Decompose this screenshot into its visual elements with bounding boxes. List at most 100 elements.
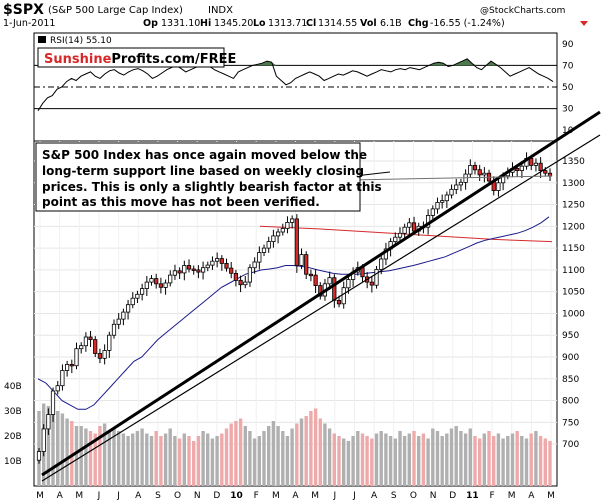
volume-bar <box>342 438 346 486</box>
volume-bar <box>478 438 482 486</box>
candle-body <box>126 304 131 313</box>
ma200-line <box>259 225 553 243</box>
low-value: 1313.71 <box>268 18 307 29</box>
volume-bar <box>163 433 168 486</box>
volume-bar <box>524 438 529 486</box>
volume-bar <box>398 431 402 486</box>
candle-body <box>149 278 154 283</box>
volume-bar <box>285 436 290 486</box>
volume-bar <box>421 433 426 486</box>
candle-body <box>454 184 459 190</box>
annotation-line-2: long-term support line based on weekly c… <box>42 164 364 178</box>
candle-body <box>154 278 159 285</box>
candle-body <box>482 172 487 176</box>
volume-bar <box>295 423 299 486</box>
candle-body <box>411 222 417 232</box>
volume-bar <box>187 436 191 486</box>
candle-body <box>458 181 464 186</box>
candle-body <box>430 208 435 216</box>
candle-body <box>468 164 473 175</box>
volume-bar <box>337 436 341 486</box>
volume-bar <box>168 428 172 486</box>
volume-bar <box>126 436 130 486</box>
candle-body <box>65 363 70 371</box>
volume-bar <box>84 428 88 486</box>
volume-bar <box>224 428 229 486</box>
volume-bar <box>360 433 365 486</box>
volume-bar <box>88 431 93 486</box>
price-tick-label: 700 <box>562 440 579 450</box>
volume-bar <box>407 433 411 486</box>
candle-body <box>135 293 140 299</box>
x-axis-label: A <box>528 491 535 501</box>
volume-bar <box>534 431 538 486</box>
x-axis-label: A <box>371 491 378 501</box>
candle-body <box>224 262 229 269</box>
candle-body <box>252 261 257 269</box>
volume-bar <box>388 436 393 486</box>
candle-body <box>285 221 290 229</box>
volume-bar <box>426 438 430 486</box>
volume-bar <box>121 433 126 486</box>
candle-body <box>304 254 309 275</box>
volume-tick-label: 20B <box>4 432 22 442</box>
annotation-pointer <box>354 171 391 177</box>
candle-body <box>130 297 135 306</box>
logo-red-text: Sunshine <box>44 52 112 67</box>
logo-black-text: Profits.com/FREE <box>111 52 236 67</box>
x-axis-label: M <box>36 491 44 501</box>
candle-body <box>121 311 126 320</box>
price-tick-label: 1050 <box>562 288 585 298</box>
candle-body <box>533 162 539 166</box>
volume-bar <box>177 438 182 486</box>
volume-bar <box>431 428 435 486</box>
price-tick-label: 850 <box>562 375 579 385</box>
candle-body <box>233 272 238 281</box>
candle-body <box>83 336 88 347</box>
candle-body <box>186 265 192 270</box>
volume-bar <box>501 438 505 486</box>
open-value: 1331.10 <box>161 18 200 29</box>
ma50-line <box>37 216 550 410</box>
volume-bar <box>248 431 252 486</box>
candle-body <box>182 265 187 274</box>
price-tick-label: 1350 <box>562 157 585 167</box>
volume-bar <box>299 418 304 486</box>
volume-bar <box>529 433 533 486</box>
volume-tick-label: 40B <box>4 382 22 392</box>
x-axis-label: D <box>213 491 220 501</box>
volume-tick-label: 30B <box>4 407 22 417</box>
candle-body <box>219 258 224 264</box>
candle-body <box>36 451 42 461</box>
candle-body <box>444 194 449 202</box>
candle-body <box>97 353 102 359</box>
annotation-line-3: prices. This is only a slightly bearish … <box>42 180 382 194</box>
volume-bar <box>384 433 388 486</box>
low-label: Lo <box>253 18 266 29</box>
x-axis-label: A <box>57 491 64 501</box>
volume-bar <box>74 426 79 486</box>
price-tick-label: 1150 <box>562 244 585 254</box>
volume-bar <box>238 418 243 486</box>
rsi-line <box>37 58 554 112</box>
volume-bar <box>370 438 374 486</box>
sunshine-logo <box>37 47 225 68</box>
volume-bar <box>56 411 60 486</box>
volume-bar <box>492 436 496 486</box>
volume-bar <box>463 433 468 486</box>
volume-bar <box>60 413 65 486</box>
volume-bar <box>351 436 355 486</box>
candle-body <box>369 281 374 286</box>
candle-body <box>374 269 379 286</box>
support-trendline-thick <box>41 110 601 477</box>
candle-body <box>275 231 281 237</box>
candle-body <box>205 264 210 269</box>
candle-body <box>210 260 215 266</box>
candle-body <box>168 274 173 284</box>
x-axis-label: O <box>174 491 181 501</box>
candle-body <box>247 267 252 283</box>
volume-bar <box>154 431 158 486</box>
x-axis-label: 11 <box>466 491 479 501</box>
candle-body <box>107 334 112 351</box>
volume-bar <box>196 436 201 486</box>
